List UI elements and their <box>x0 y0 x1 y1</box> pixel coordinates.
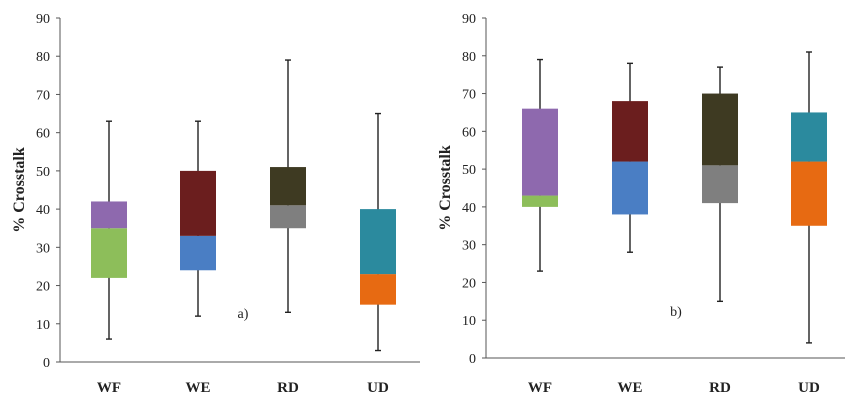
box-lower-segment <box>702 165 738 204</box>
y-tick-label: 70 <box>36 88 50 103</box>
y-tick-label: 60 <box>36 127 50 142</box>
box-lower-segment <box>522 195 558 207</box>
box-upper-segment <box>791 112 827 162</box>
x-category-label: WE <box>617 380 642 396</box>
box-rd <box>702 66 738 303</box>
y-tick-label: 80 <box>36 50 50 65</box>
y-axis-title: % Crosstalk <box>437 145 454 231</box>
panel-label: b) <box>670 305 682 320</box>
y-tick-label: 10 <box>36 318 50 333</box>
panel-b: % Crosstalk b) 0 10 20 30 40 50 60 70 80 90 WF WE RD… <box>437 12 845 396</box>
box-upper-segment <box>360 209 396 275</box>
box-wf <box>522 58 558 272</box>
box-upper-segment <box>270 167 306 206</box>
y-tick-label: 30 <box>462 239 476 254</box>
y-tick-label: 60 <box>462 125 476 140</box>
y-tick-label: 50 <box>462 163 476 178</box>
y-tick-label: 90 <box>462 12 476 27</box>
box-rd <box>270 59 306 314</box>
box-upper-segment <box>91 201 127 229</box>
box-upper-segment <box>180 170 216 236</box>
box-lower-segment <box>360 274 396 305</box>
box-lower-segment <box>270 205 306 229</box>
y-tick-label: 0 <box>43 356 50 371</box>
box-ud <box>360 112 396 352</box>
y-tick-label: 40 <box>462 201 476 216</box>
y-tick-label: 30 <box>36 241 50 256</box>
y-tick-label: 10 <box>462 314 476 329</box>
y-tick-label: 70 <box>462 88 476 103</box>
x-category-label: UD <box>798 380 820 396</box>
box-we <box>612 62 648 253</box>
box-upper-segment <box>612 101 648 162</box>
box-lower-segment <box>180 235 216 271</box>
x-category-label: UD <box>367 380 389 396</box>
y-axis-title: % Crosstalk <box>11 147 28 233</box>
y-tick-label: 0 <box>469 352 476 367</box>
x-category-label: RD <box>277 380 299 396</box>
box-upper-segment <box>522 108 558 196</box>
x-category-label: WE <box>185 380 210 396</box>
box-we <box>180 120 216 317</box>
box-upper-segment <box>702 93 738 166</box>
y-tick-label: 20 <box>36 280 50 295</box>
box-lower-segment <box>612 161 648 215</box>
box-ud <box>791 51 827 344</box>
box-wf <box>91 120 127 340</box>
y-tick-label: 90 <box>36 12 50 27</box>
x-category-label: RD <box>709 380 731 396</box>
panel-label: a) <box>238 307 249 322</box>
y-tick-label: 50 <box>36 165 50 180</box>
y-tick-label: 40 <box>36 203 50 218</box>
y-tick-label: 20 <box>462 276 476 291</box>
y-tick-label: 80 <box>462 50 476 65</box>
box-lower-segment <box>91 228 127 278</box>
x-category-label: WF <box>97 380 121 396</box>
box-lower-segment <box>791 161 827 226</box>
x-category-label: WF <box>528 380 552 396</box>
panel-a: % Crosstalk a) 0 10 20 30 40 50 60 70 80 90 WF WE RD… <box>11 12 420 396</box>
